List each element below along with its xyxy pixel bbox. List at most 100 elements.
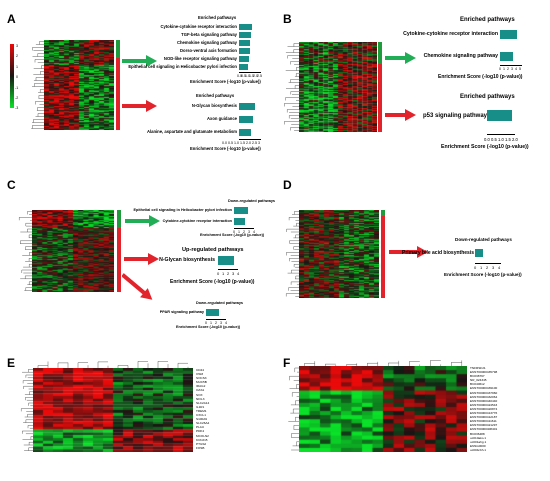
chart-title: Enriched pathways <box>198 15 237 20</box>
pathway-label: N-Glycan biosynthesis <box>191 103 237 108</box>
pathway-label: Epithelial cell signaling in Helicobacte… <box>128 64 237 69</box>
gene-label: CD44 <box>196 368 204 372</box>
enrichment-bar <box>500 30 517 39</box>
gene-label: ENST00000421297 <box>470 423 498 428</box>
x-axis-label: Enrichment Score (-log10 (p-value)) <box>176 325 241 329</box>
x-tick: 3 <box>220 321 222 325</box>
gene-labels: CD44 OSM SOCS3 MUC5B IRAG2 OAS1 SOX NFIL3 SLC2A1… <box>196 368 209 450</box>
x-tick: 3 <box>511 67 513 71</box>
x-tick: 4 <box>498 265 501 270</box>
scale-tick: 3 <box>16 44 18 48</box>
scale-tick: 0 <box>16 75 18 79</box>
gene-label: NR_024345 <box>470 378 487 383</box>
x-tick: 0.0 <box>237 74 242 78</box>
pathway-label: Axon guidance <box>206 116 237 121</box>
x-tick: 2.5 <box>252 141 257 145</box>
cluster-strip-red <box>381 216 385 298</box>
red-arrow <box>385 109 416 121</box>
enrichment-bar <box>475 249 483 257</box>
pathway-label: NOD-like receptor signaling pathway <box>163 56 237 61</box>
gene-label: PTGS2 <box>196 441 207 446</box>
dendrogram <box>31 41 44 129</box>
x-tick: 2.0 <box>253 74 258 78</box>
dendrogram <box>286 211 299 297</box>
x-tick: 4 <box>515 67 517 71</box>
x-axis-label: Enrichment Score (-log10 (p-value)) <box>200 233 265 237</box>
gene-label: ENST00000420874 <box>470 406 498 411</box>
x-tick: 1.5 <box>249 74 254 78</box>
scale-tick: -2 <box>15 96 19 100</box>
chart-title: Down-regulated pathways <box>455 237 512 242</box>
gene-label: ENST00000437960 <box>470 390 498 395</box>
enrichment-bar <box>500 52 514 61</box>
gene-label: uc004cbh.1 <box>470 447 486 452</box>
enrichment-bar <box>239 24 253 30</box>
enrichment-bar <box>239 40 251 46</box>
gene-label: MCOLN2 <box>196 433 209 438</box>
green-arrow <box>125 215 160 227</box>
cluster-strip-green <box>116 40 120 58</box>
chart-title: Enriched pathways <box>196 93 235 98</box>
cluster-strip-green <box>378 42 382 64</box>
scale-tick: 2 <box>16 54 18 58</box>
x-tick: 2 <box>507 67 509 71</box>
enrichment-bar <box>206 309 219 316</box>
dendrogram <box>288 367 299 451</box>
gene-label: S100A9 <box>196 417 208 422</box>
dendrogram <box>284 43 299 131</box>
heatmap-a <box>44 40 114 130</box>
x-axis-label: Enrichment Score (-log10 (p-value)) <box>438 74 523 80</box>
x-tick: 1 <box>503 67 505 71</box>
red-arrow <box>122 100 157 112</box>
x-tick: 1.5 <box>240 141 245 145</box>
heatmap-color-scale <box>10 44 14 108</box>
x-tick: 2 <box>215 321 217 325</box>
pathway-label: Alanine, aspartate and glutamate metabol… <box>146 129 237 134</box>
x-axis <box>487 134 515 135</box>
enrichment-bar <box>239 48 250 54</box>
gene-label: TNFRSF21 <box>470 366 486 370</box>
gene-label: ENST00000411611 <box>470 419 497 424</box>
gene-label: PLAU <box>196 425 205 430</box>
pathway-label: N-Glycan biosynthesis <box>159 257 215 263</box>
gene-label: ENST00000440440 <box>470 398 498 403</box>
gene-label: NFIL3 <box>196 396 205 401</box>
panel-b-letter: B <box>283 12 292 26</box>
panel-e-letter: E <box>7 356 16 370</box>
cluster-strip-green <box>117 210 121 228</box>
panel-d-letter: D <box>283 178 292 192</box>
scale-tick: 1 <box>16 65 18 69</box>
enrichment-bar <box>239 56 249 62</box>
gene-label: SLC2A14 <box>196 400 210 405</box>
x-tick: 2.0 <box>246 141 251 145</box>
gene-label: ENST00000408401 <box>470 427 498 432</box>
x-tick: 0.5 <box>241 74 246 78</box>
x-tick: 0.5 <box>228 141 233 145</box>
x-tick: 0.0 <box>484 137 490 142</box>
gene-label: ENST00000424543 <box>470 402 498 407</box>
dendrogram <box>19 211 32 291</box>
dendrogram <box>21 369 33 451</box>
heatmap-c <box>32 210 114 292</box>
gene-label: TREM1 <box>196 408 207 413</box>
gene-label: BC036488 <box>470 431 485 436</box>
x-tick: 4 <box>225 321 227 325</box>
x-axis <box>475 263 501 264</box>
pathway-label: Dorso-ventral axis formation <box>179 48 237 53</box>
gene-label: ENST00000439100 <box>470 386 498 391</box>
pathway-label: Cytokine-cytokine receptor interaction <box>162 219 232 223</box>
enrichment-bar <box>234 218 245 225</box>
x-tick: 1 <box>222 271 225 276</box>
x-axis <box>218 269 238 270</box>
panel-f-letter: F <box>283 356 291 370</box>
x-tick: 4 <box>237 271 240 276</box>
x-tick: 1.0 <box>498 137 504 142</box>
pathway-label: TGF-beta signaling pathway <box>181 32 237 37</box>
panel-a-letter: A <box>7 12 16 26</box>
gene-label: SOCS3 <box>196 376 207 381</box>
chart-title: Up-regulated pathways <box>182 247 244 253</box>
pathway-label: PPAR signaling pathway <box>159 310 204 314</box>
x-axis <box>206 319 226 320</box>
x-tick: 2 <box>486 265 489 270</box>
gene-label: uc001ahg.1 <box>470 439 487 444</box>
